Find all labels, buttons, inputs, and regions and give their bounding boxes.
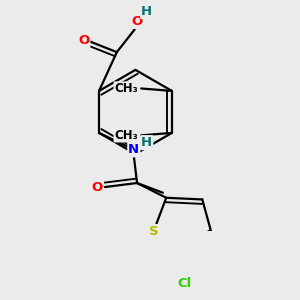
Text: CH₃: CH₃: [114, 82, 138, 95]
Text: S: S: [149, 225, 158, 238]
Text: CH₃: CH₃: [114, 129, 138, 142]
Text: O: O: [131, 15, 143, 28]
Text: O: O: [92, 182, 103, 194]
Text: Cl: Cl: [178, 277, 192, 290]
Text: H: H: [141, 5, 152, 18]
Text: O: O: [78, 34, 89, 47]
Text: H: H: [141, 136, 152, 149]
Text: N: N: [128, 143, 140, 156]
